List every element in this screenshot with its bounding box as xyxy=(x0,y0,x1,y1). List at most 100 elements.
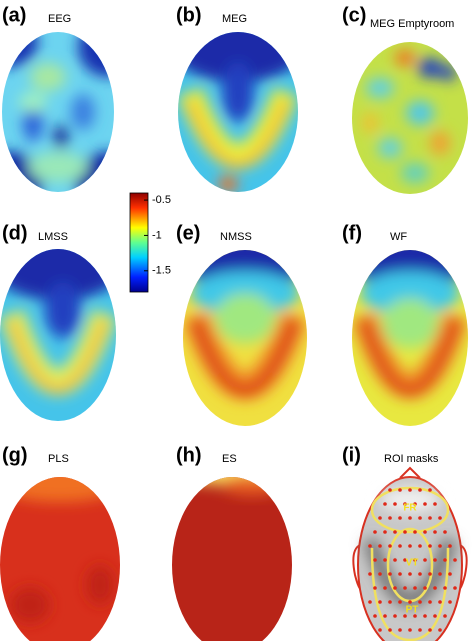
panel-title: WF xyxy=(390,231,407,243)
electrode xyxy=(438,572,442,576)
electrode xyxy=(433,558,437,562)
electrode xyxy=(418,516,422,520)
electrode xyxy=(418,628,422,632)
blob xyxy=(183,250,307,288)
blob xyxy=(418,58,442,78)
electrode xyxy=(408,600,412,604)
electrode xyxy=(438,516,442,520)
roi-pt xyxy=(370,547,450,641)
electrode xyxy=(418,600,422,604)
electrode xyxy=(388,544,392,548)
blob xyxy=(215,293,275,343)
electrode xyxy=(373,558,377,562)
electrode xyxy=(403,558,407,562)
electrode xyxy=(393,558,397,562)
band xyxy=(185,98,291,169)
electrodes xyxy=(368,488,457,632)
electrode xyxy=(433,502,437,506)
blob xyxy=(401,163,429,183)
panel-title: ES xyxy=(222,453,237,465)
band xyxy=(190,318,300,396)
electrode xyxy=(413,586,417,590)
electrode xyxy=(398,488,402,492)
blob xyxy=(362,113,378,133)
electrode xyxy=(408,544,412,548)
panel-title: MEG Emptyroom xyxy=(370,18,454,30)
electrode xyxy=(398,600,402,604)
electrode xyxy=(448,572,452,576)
blob xyxy=(86,565,114,605)
blob xyxy=(23,102,43,142)
colorbar-tick-label: -0.5 xyxy=(152,194,171,206)
blob xyxy=(218,176,238,192)
blob xyxy=(430,131,450,155)
map-layer xyxy=(362,50,456,183)
electrode xyxy=(373,614,377,618)
electrode xyxy=(428,516,432,520)
blob xyxy=(440,65,456,81)
map-layer xyxy=(178,32,298,192)
colorbar-gradient xyxy=(129,192,149,293)
electrode xyxy=(413,502,417,506)
blob xyxy=(0,249,116,300)
electrode xyxy=(403,502,407,506)
electrode xyxy=(398,516,402,520)
topo-map xyxy=(0,249,116,421)
electrode xyxy=(438,628,442,632)
electrode xyxy=(383,502,387,506)
electrode xyxy=(423,502,427,506)
panel-letter: (i) xyxy=(342,444,361,466)
electrode xyxy=(393,614,397,618)
electrode xyxy=(423,530,427,534)
electrode xyxy=(378,628,382,632)
electrode xyxy=(378,600,382,604)
panel-title: EEG xyxy=(48,13,71,25)
electrode xyxy=(443,614,447,618)
electrode xyxy=(413,530,417,534)
blob xyxy=(360,271,460,315)
blob xyxy=(378,138,402,158)
electrode xyxy=(428,600,432,604)
roi-head: FR VT PT xyxy=(352,466,468,641)
blob xyxy=(366,78,394,98)
blob xyxy=(19,92,47,112)
electrode xyxy=(393,586,397,590)
electrode xyxy=(403,614,407,618)
colorbar-tick-label: -1 xyxy=(152,229,162,241)
topo-map xyxy=(2,32,114,192)
electrode xyxy=(398,628,402,632)
electrode xyxy=(453,558,457,562)
electrode xyxy=(383,614,387,618)
electrode xyxy=(428,488,432,492)
roi-fr xyxy=(370,486,450,534)
head-outline xyxy=(357,476,463,641)
electrode xyxy=(438,600,442,604)
panel-letter: (a) xyxy=(2,4,26,26)
panel-letter: (d) xyxy=(2,222,28,244)
electrode xyxy=(433,586,437,590)
electrode xyxy=(403,530,407,534)
map-layer xyxy=(0,249,116,395)
electrode xyxy=(378,516,382,520)
head-nose xyxy=(399,466,421,479)
electrode xyxy=(448,544,452,548)
blob xyxy=(222,477,282,495)
panel-letter: (f) xyxy=(342,222,362,244)
electrode xyxy=(423,558,427,562)
colorbar-tick-label: -1.5 xyxy=(152,265,171,277)
topo-map xyxy=(178,32,298,192)
electrode xyxy=(443,586,447,590)
blob xyxy=(222,62,254,122)
electrode xyxy=(388,488,392,492)
electrode xyxy=(408,572,412,576)
electrode xyxy=(433,614,437,618)
electrode xyxy=(423,586,427,590)
electrode xyxy=(443,530,447,534)
map-layer xyxy=(183,250,307,401)
electrode xyxy=(423,614,427,618)
electrode xyxy=(448,600,452,604)
electrode xyxy=(388,572,392,576)
electrode xyxy=(428,572,432,576)
topo-map xyxy=(352,250,468,426)
